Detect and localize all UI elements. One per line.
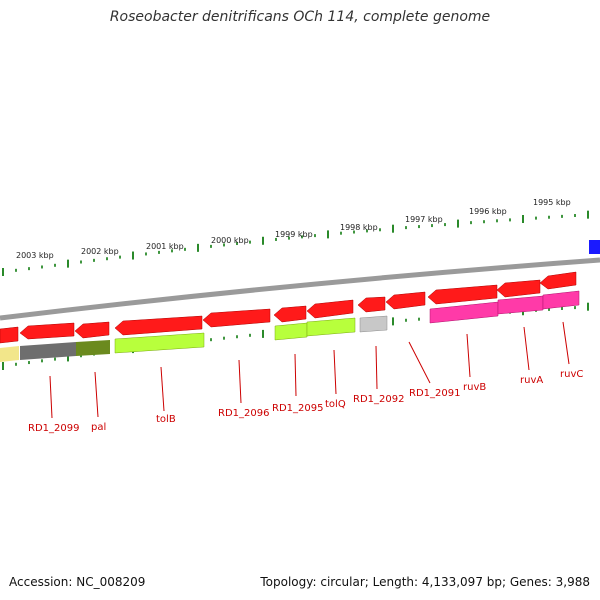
genome-title: Roseobacter denitrificans OCh 114, compl…	[109, 9, 491, 25]
leader-line	[238, 359, 242, 404]
gene-block[interactable]	[429, 301, 499, 324]
kbp-label: 2001 kbp	[146, 242, 184, 251]
gene-cds[interactable]	[357, 296, 386, 313]
gene-block[interactable]	[359, 315, 388, 333]
genome-summary-text: Topology: circular; Length: 4,133,097 bp…	[260, 575, 590, 589]
kbp-label: 1997 kbp	[405, 215, 443, 224]
accession-text: Accession: NC_008209	[9, 575, 146, 589]
genome-backbone	[0, 257, 600, 321]
gene-label: tolQ	[325, 399, 346, 410]
gene-label: tolB	[156, 414, 176, 425]
scale-ticks-top	[2, 210, 589, 276]
gene-cds[interactable]	[306, 299, 354, 319]
kbp-label: 2003 kbp	[16, 251, 54, 260]
gene-cds[interactable]	[427, 284, 498, 305]
kbp-label: 1998 kbp	[340, 223, 378, 232]
gene-track	[0, 240, 600, 362]
gene-block[interactable]	[274, 322, 308, 341]
gene-label: ruvA	[520, 375, 543, 386]
gene-cds[interactable]	[273, 305, 307, 323]
leader-line	[408, 341, 431, 384]
gene-label: pal	[91, 422, 106, 433]
gene-block[interactable]	[0, 346, 19, 362]
kbp-label: 1999 kbp	[275, 230, 313, 239]
leader-line	[523, 326, 530, 371]
cds-track	[0, 271, 577, 344]
leader-line	[49, 375, 53, 419]
kbp-label: 1996 kbp	[469, 207, 507, 216]
gene-label: RD1_2092	[353, 394, 404, 405]
gene-block[interactable]	[20, 342, 76, 360]
gene-cds[interactable]	[19, 322, 75, 340]
gene-label: ruvB	[463, 382, 486, 393]
gene-label: RD1_2099	[28, 423, 79, 434]
leader-line	[160, 366, 165, 412]
gene-cds[interactable]	[0, 326, 19, 344]
gene-labels: RD1_2099 pal tolB RD1_2096 RD1_2095 tolQ…	[28, 321, 583, 434]
gene-block[interactable]	[542, 290, 580, 310]
gene-cds[interactable]	[114, 315, 203, 336]
leader-line	[294, 353, 297, 397]
gene-block[interactable]	[306, 317, 356, 337]
gene-block[interactable]	[497, 295, 544, 315]
gene-block[interactable]	[114, 332, 205, 354]
leader-line	[562, 321, 570, 365]
gene-block[interactable]	[76, 340, 110, 356]
leader-line	[466, 333, 471, 378]
gene-cds[interactable]	[74, 321, 110, 339]
leader-line	[333, 349, 337, 395]
gene-label: RD1_2096	[218, 408, 269, 419]
kbp-label: 1995 kbp	[533, 198, 571, 207]
gene-cds[interactable]	[202, 308, 271, 328]
kbp-scale: 2003 kbp 2002 kbp 2001 kbp 2000 kbp 1999…	[16, 198, 571, 260]
kbp-label: 2002 kbp	[81, 247, 119, 256]
gene-label: RD1_2091	[409, 388, 460, 399]
leader-line	[375, 345, 378, 390]
gene-label: RD1_2095	[272, 403, 323, 414]
kbp-label: 2000 kbp	[211, 236, 249, 245]
gene-cds[interactable]	[539, 271, 577, 290]
gene-cds[interactable]	[496, 279, 541, 298]
leader-line	[94, 371, 99, 418]
gene-label: ruvC	[560, 369, 583, 380]
gene-block-blue[interactable]	[589, 240, 600, 254]
gene-cds[interactable]	[385, 291, 426, 310]
